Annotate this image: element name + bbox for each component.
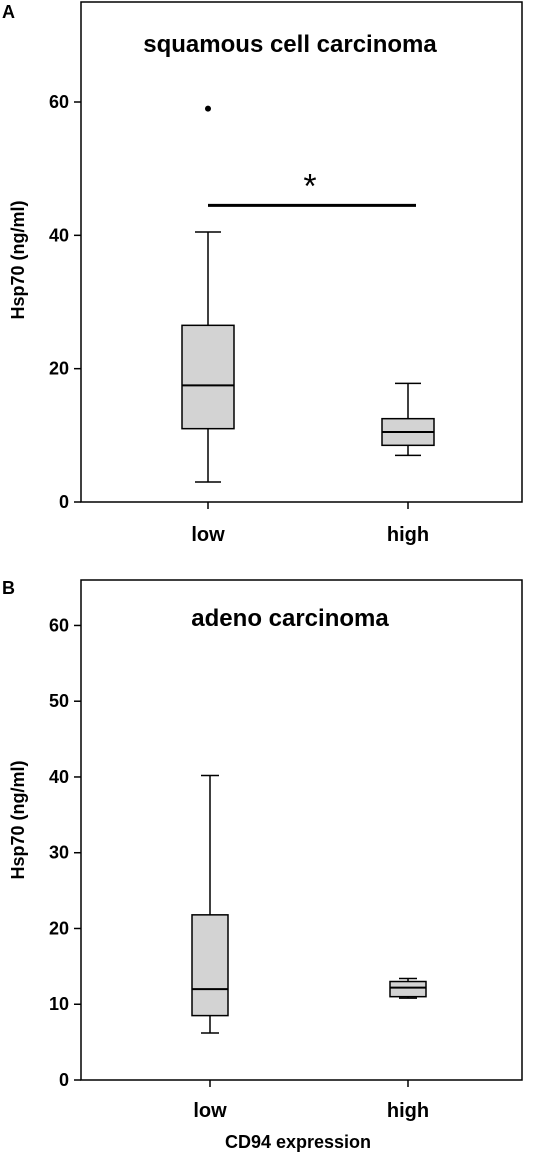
panel-a-y-axis-label: Hsp70 (ng/ml) xyxy=(8,200,28,319)
panel-b-title: adeno carcinoma xyxy=(191,605,389,632)
panel-b-plot-frame xyxy=(80,579,523,1081)
y-tick-label: 20 xyxy=(49,918,69,938)
significance-marker: * xyxy=(303,167,316,205)
y-tick-label: 60 xyxy=(49,615,69,635)
panel-b-boxes xyxy=(191,774,427,1034)
panel-b-y-ticks: 0 10 20 30 40 50 60 xyxy=(49,615,81,1090)
y-tick-label: 0 xyxy=(59,1070,69,1090)
box-body xyxy=(191,914,229,1017)
x-tick-label: high xyxy=(387,524,429,546)
panel-b-x-axis-label: CD94 expression xyxy=(225,1132,371,1152)
y-tick-label: 60 xyxy=(49,92,69,112)
box-body xyxy=(389,980,427,998)
y-tick-label: 20 xyxy=(49,359,69,379)
outlier-point xyxy=(205,105,211,112)
panel-a: A squamous cell carcinoma Hsp70 (ng/ml) … xyxy=(2,1,523,546)
x-tick-label: low xyxy=(193,1100,227,1122)
panel-b: B adeno carcinoma Hsp70 (ng/ml) CD94 exp… xyxy=(2,578,523,1152)
x-tick-label: low xyxy=(191,524,225,546)
x-tick-label: high xyxy=(387,1100,429,1122)
panel-b-y-axis-label: Hsp70 (ng/ml) xyxy=(8,760,28,879)
y-tick-label: 0 xyxy=(59,492,69,512)
panel-a-boxes xyxy=(181,105,435,483)
panel-a-label: A xyxy=(2,2,15,22)
panel-a-y-ticks: 0 20 40 60 xyxy=(49,92,81,512)
panel-a-title: squamous cell carcinoma xyxy=(143,31,437,58)
panel-a-significance: * xyxy=(208,167,416,207)
box-low xyxy=(181,105,235,483)
panel-b-categories: low high xyxy=(193,1080,429,1122)
box-low xyxy=(191,774,229,1034)
box-high xyxy=(381,382,435,457)
panel-a-categories: low high xyxy=(191,502,429,546)
panel-a-plot-frame xyxy=(80,1,523,503)
y-tick-label: 30 xyxy=(49,843,69,863)
panel-b-label: B xyxy=(2,578,15,598)
y-tick-label: 10 xyxy=(49,994,69,1014)
y-tick-label: 40 xyxy=(49,767,69,787)
y-tick-label: 40 xyxy=(49,225,69,245)
y-tick-label: 50 xyxy=(49,691,69,711)
box-high xyxy=(389,977,427,999)
box-body xyxy=(181,324,235,430)
